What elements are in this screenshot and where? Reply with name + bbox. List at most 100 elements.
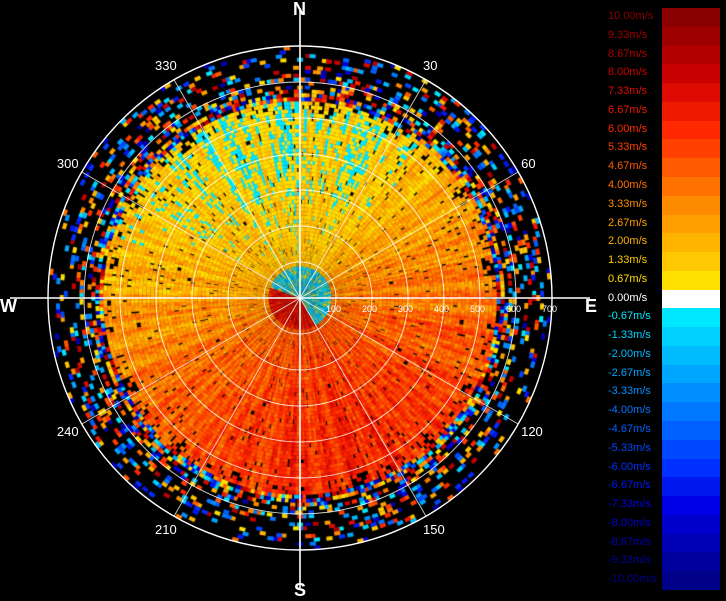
legend-row: -0.67m/s [604,308,722,328]
legend-swatch [662,364,720,384]
legend-label: -7.33m/s [608,498,651,511]
legend-label: 2.00m/s [608,235,648,248]
legend-label: -3.33m/s [608,385,651,398]
azimuth-label: 240 [56,424,79,439]
legend-row: 2.00m/s [604,233,722,253]
legend-row: -9.33m/s [604,552,722,572]
legend-label: 7.33m/s [608,85,648,98]
legend-row: -4.67m/s [604,421,722,440]
legend-swatch [662,233,720,253]
azimuth-spoke [81,297,301,425]
legend-swatch [662,139,720,159]
range-ring-label: 100 [326,304,341,314]
legend-row: 1.33m/s [604,252,722,271]
azimuth-label: 30 [423,57,438,73]
legend-swatch [662,158,720,177]
legend-row: 5.33m/s [604,139,722,159]
legend-swatch [662,214,720,234]
legend-row: 7.33m/s [604,83,722,102]
legend-row: -8.67m/s [604,533,722,553]
compass-south-label: S [294,580,307,600]
legend-label: 0.67m/s [608,272,648,285]
azimuth-spoke [173,79,301,299]
velocity-color-legend: 10.00m/s 9.33m/s 8.67m/s 8.00m/s 7.33m/s 6.67… [604,8,722,590]
legend-swatch [662,571,720,590]
legend-row: -5.33m/s [604,439,722,459]
legend-row: -6.67m/s [604,477,722,497]
legend-row: -7.33m/s [604,496,722,515]
legend-label: -4.00m/s [608,404,651,417]
legend-swatch [662,289,720,309]
legend-row: 4.67m/s [604,158,722,177]
legend-row: -2.00m/s [604,345,722,365]
legend-swatch [662,439,720,459]
compass-east-label: E [585,296,598,316]
azimuth-spoke [299,79,427,299]
legend-row: -4.00m/s [604,402,722,422]
azimuth-spoke [299,297,519,425]
legend-row: -8.00m/s [604,514,722,534]
legend-label: -1.33m/s [608,329,651,342]
range-ring-label: 200 [362,304,377,314]
azimuth-spoke [81,171,301,299]
azimuth-spoke [173,297,301,517]
legend-row: 0.00m/s [604,289,722,309]
azimuth-label: 60 [521,156,536,171]
legend-label: 2.67m/s [608,216,648,229]
legend-label: 9.33m/s [608,28,648,41]
legend-swatch [662,270,720,290]
legend-label: 0.00m/s [608,291,648,304]
legend-swatch [662,83,720,102]
legend-label: -2.00m/s [608,347,651,360]
legend-label: 5.33m/s [608,141,648,154]
azimuth-label: 120 [521,424,543,439]
range-ring-label: 600 [506,304,521,314]
legend-row: -10.00m/s [604,571,722,590]
legend-row: -1.33m/s [604,327,722,346]
legend-swatch [662,26,720,46]
legend-swatch [662,496,720,515]
legend-swatch [662,533,720,553]
legend-label: 6.00m/s [608,122,648,135]
legend-row: -2.67m/s [604,364,722,384]
legend-label: -9.33m/s [608,554,651,567]
range-ring-label: 400 [434,304,449,314]
legend-label: 8.00m/s [608,66,648,79]
azimuth-label: 150 [423,522,445,538]
legend-swatch [662,252,720,271]
legend-row: 6.00m/s [604,120,722,140]
legend-swatch [662,477,720,497]
legend-label: 3.33m/s [608,197,648,210]
legend-row: 3.33m/s [604,195,722,215]
legend-row: 2.67m/s [604,214,722,234]
legend-swatch [662,383,720,403]
legend-row: 8.00m/s [604,64,722,84]
legend-row: 4.00m/s [604,176,722,196]
legend-label: -8.67m/s [608,535,651,548]
legend-row: 9.33m/s [604,26,722,46]
legend-row: 10.00m/s [604,8,722,27]
legend-label: 10.00m/s [608,10,654,22]
legend-row: -6.00m/s [604,458,722,478]
legend-swatch [662,345,720,365]
azimuth-label: 300 [56,156,79,171]
legend-label: -2.67m/s [608,366,651,379]
legend-swatch [662,458,720,478]
legend-label: 4.00m/s [608,178,648,191]
legend-swatch [662,308,720,328]
legend-label: 6.67m/s [608,103,648,116]
range-ring-label: 500 [470,304,485,314]
legend-label: 1.33m/s [608,254,648,267]
legend-swatch [662,327,720,346]
legend-swatch [662,101,720,121]
legend-label: -6.00m/s [608,460,651,473]
legend-swatch [662,8,720,27]
azimuth-label: 330 [155,57,177,73]
range-ring-label: 300 [398,304,413,314]
azimuth-spoke [299,297,427,517]
legend-swatch [662,120,720,140]
legend-label: -8.00m/s [608,516,651,529]
legend-label: 4.67m/s [608,160,648,173]
legend-label: -0.67m/s [608,310,651,323]
legend-row: 0.67m/s [604,270,722,290]
